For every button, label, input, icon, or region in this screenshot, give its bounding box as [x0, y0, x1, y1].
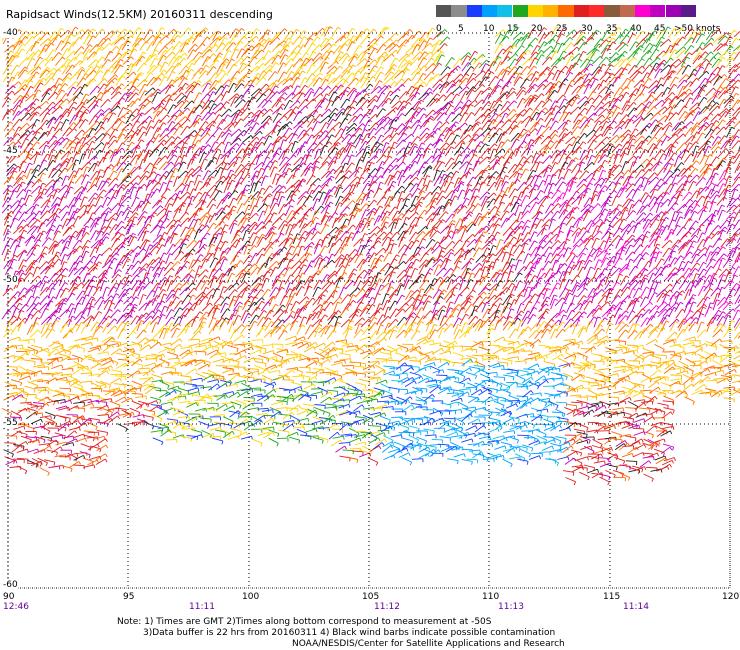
lat-lon-grid — [7, 32, 731, 589]
legend-swatch — [650, 5, 666, 17]
legend-swatch — [481, 5, 498, 17]
note-line-3: NOAA/NESDIS/Center for Satellite Applica… — [292, 639, 565, 649]
lon-label-105: 105 — [362, 592, 380, 602]
lon-label-90: 90 — [3, 592, 15, 602]
legend-label: 15 — [507, 24, 519, 34]
legend-swatch — [680, 5, 697, 17]
legend-swatch — [497, 5, 513, 17]
lat-label-55: -55 — [3, 418, 18, 428]
wind-barbs-layer — [1, 26, 740, 486]
legend-label: 40 — [630, 24, 642, 34]
note-line-1: Note: 1) Times are GMT 2)Times along bot… — [117, 617, 492, 627]
legend-label: 30 — [581, 24, 593, 34]
legend-swatch — [573, 5, 589, 17]
time-label-0: 12:46 — [3, 602, 29, 612]
legend-label: >50 knots — [674, 24, 721, 34]
lon-label-115: 115 — [603, 592, 621, 602]
time-label-4: 11:14 — [623, 602, 649, 612]
legend-swatch — [436, 5, 452, 17]
legend-label: 25 — [556, 24, 568, 34]
legend-swatch — [619, 5, 635, 17]
time-label-1: 11:11 — [189, 602, 215, 612]
legend-swatch — [527, 5, 544, 17]
lon-label-120: 120 — [722, 592, 740, 602]
legend-label: 35 — [606, 24, 618, 34]
legend-swatch — [512, 5, 528, 17]
legend-swatch — [558, 5, 574, 17]
lat-label-60: -60 — [3, 580, 18, 590]
lat-label-50: -50 — [3, 275, 18, 285]
note-line-2: 3)Data buffer is 22 hrs from 20160311 4)… — [143, 628, 556, 638]
legend-swatch — [466, 5, 482, 17]
legend-swatch — [543, 5, 559, 17]
time-label-3: 11:13 — [498, 602, 524, 612]
time-label-2: 11:12 — [374, 602, 400, 612]
lat-label-45: -45 — [3, 146, 18, 156]
legend-label: 0 — [436, 24, 442, 34]
legend-label: 20 — [531, 24, 543, 34]
legend-swatch — [604, 5, 620, 17]
lat-label-40: -40 — [3, 28, 18, 38]
lon-label-110: 110 — [482, 592, 500, 602]
map-title: Rapidsact Winds(12.5KM) 20160311 descend… — [6, 8, 273, 21]
legend-swatch — [665, 5, 681, 17]
legend-label: 5 — [458, 24, 464, 34]
lon-label-100: 100 — [242, 592, 260, 602]
legend-swatch — [589, 5, 605, 17]
legend-label: 45 — [654, 24, 666, 34]
lon-label-95: 95 — [123, 592, 135, 602]
legend-swatch — [451, 5, 467, 17]
legend-swatch — [634, 5, 651, 17]
legend-label: 10 — [483, 24, 495, 34]
